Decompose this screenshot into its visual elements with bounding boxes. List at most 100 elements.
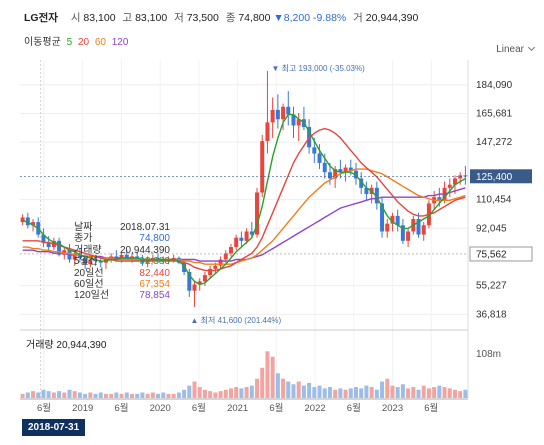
volume-bar	[317, 385, 322, 398]
candle-body	[171, 257, 176, 260]
candle-body	[452, 178, 457, 185]
volume-bar	[249, 385, 254, 398]
candle-body	[166, 259, 171, 262]
volume-bar	[103, 393, 108, 398]
price-tick-label: 36,818	[476, 309, 507, 320]
volume-bar	[239, 388, 244, 398]
ma-legend: 이동평균 5 20 60 120	[24, 33, 131, 48]
candle-body	[338, 169, 343, 173]
volume-bar	[57, 391, 62, 398]
candle-body	[25, 217, 30, 226]
close-value: 74,800	[238, 12, 271, 24]
candle-body	[77, 253, 82, 258]
volume-bar	[156, 393, 161, 398]
time-tick-label: 2019	[72, 403, 93, 414]
tooltip-value: 82,440	[139, 267, 170, 279]
volume-bar	[270, 356, 275, 398]
candle-body	[291, 114, 296, 126]
candle-body	[124, 254, 129, 258]
volume-bar	[286, 381, 291, 398]
time-tick-label: 6월	[424, 402, 438, 414]
volume-bar	[416, 389, 421, 398]
candle-body	[213, 265, 218, 269]
volume-bar	[301, 385, 306, 398]
time-tick-label: 2021	[227, 403, 248, 414]
candle-body	[114, 256, 119, 258]
open-label: 시	[70, 12, 81, 24]
candle-body	[400, 225, 405, 241]
ma-legend-item-20[interactable]: 20	[77, 37, 90, 48]
candle-body	[296, 119, 301, 126]
low-annotation: ▲ 최저 41,600 (201.44%)	[191, 315, 282, 325]
ma-legend-label: 이동평균	[24, 37, 61, 48]
time-tick-label: 6월	[347, 402, 361, 414]
ma-legend-item-5[interactable]: 5	[66, 37, 73, 48]
volume-bar	[25, 392, 30, 398]
candle-body	[93, 259, 98, 262]
candle-body	[447, 184, 452, 188]
close-label: 종	[225, 12, 236, 24]
volume-bar	[140, 392, 145, 398]
volume-bar	[255, 378, 260, 398]
scale-mode-dropdown[interactable]: Linear	[496, 44, 534, 55]
volume-bar	[88, 392, 93, 398]
volume-bar	[20, 393, 25, 398]
volume-bar	[192, 381, 197, 398]
volume-bar	[51, 392, 56, 398]
candle-body	[385, 223, 390, 232]
candle-body	[41, 234, 46, 243]
candle-body	[46, 242, 51, 248]
volume-bar	[166, 393, 171, 398]
volume-bar	[452, 389, 457, 398]
volume-bar	[213, 392, 218, 398]
ma-legend-item-60[interactable]: 60	[94, 37, 106, 48]
volume-bar	[426, 388, 431, 398]
volume-bar	[385, 378, 390, 398]
tooltip-value: 78,854	[139, 290, 170, 302]
candle-body	[437, 197, 442, 201]
tooltip-value: 74,800	[139, 233, 170, 245]
tooltip-row: 거래량 20,944,390	[74, 245, 170, 256]
candle-body	[270, 109, 275, 123]
volume-bar	[36, 392, 41, 398]
price-tick-label: 55,227	[476, 281, 507, 292]
tooltip-label: 날짜	[74, 222, 93, 233]
ref-price-text: 75,562	[476, 249, 507, 260]
tooltip-value: 92,380	[139, 256, 170, 268]
tooltip-row: 60일선 67,354	[74, 279, 170, 290]
tooltip-label: 120일선	[74, 290, 110, 302]
candle-body	[463, 175, 468, 177]
tooltip-row: 종가 74,800	[74, 233, 170, 244]
volume-bar	[109, 393, 114, 398]
tooltip-row: 20일선 82,440	[74, 268, 170, 279]
volume-bar	[182, 389, 187, 398]
tooltip-panel: 날짜 2018.07.31 종가 74,800 거래량 20,944,390 5일선 92,3…	[74, 222, 170, 302]
high-label: 고	[122, 12, 133, 24]
volume-bar	[380, 381, 385, 398]
tooltip-value: 20,944,390	[119, 244, 170, 256]
volume-bar	[244, 387, 249, 398]
time-tick-label: 6월	[37, 402, 51, 414]
ma5-line	[22, 113, 466, 286]
volume-bar	[114, 392, 119, 398]
volume-bar	[93, 393, 98, 398]
tooltip-label: 거래량	[74, 244, 102, 256]
volume-bar	[296, 381, 301, 398]
tooltip-label: 60일선	[74, 279, 104, 291]
candle-body	[98, 261, 103, 263]
volume-bar	[359, 388, 364, 398]
candle-body	[182, 262, 187, 272]
candle-body	[176, 257, 181, 263]
price-panel	[20, 60, 468, 325]
price-tick-label: 110,454	[476, 195, 512, 206]
stock-header: LG전자 시 83,100 고 83,100 저 73,500 종 74,800…	[24, 10, 418, 25]
ma-legend-item-120[interactable]: 120	[111, 37, 129, 48]
change-value: ▼8,200 -9.88%	[273, 12, 347, 24]
candle-body	[260, 141, 265, 193]
candle-body	[354, 170, 358, 179]
candle-body	[343, 167, 348, 173]
candle-body	[202, 275, 207, 282]
volume-bar	[98, 392, 103, 398]
volume-bar	[338, 388, 343, 398]
